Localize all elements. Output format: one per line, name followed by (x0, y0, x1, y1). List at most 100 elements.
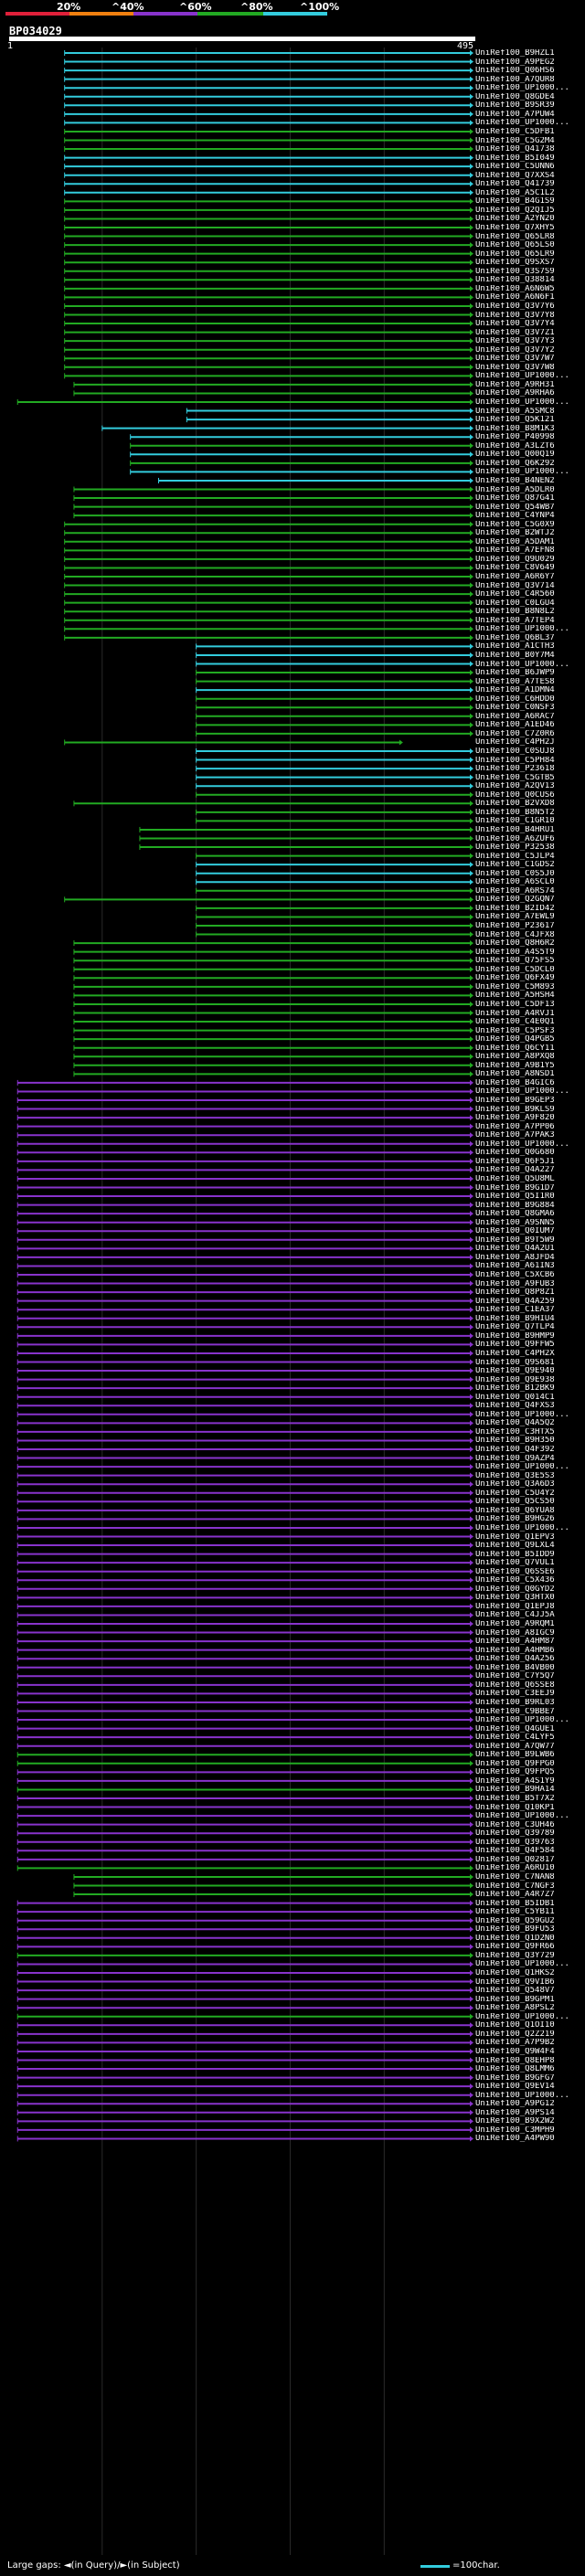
hit-end-arrow (470, 1228, 473, 1235)
legend-label-60: ^60% (179, 1, 212, 13)
hit-end-arrow (470, 1071, 473, 1077)
hit-end-arrow (470, 469, 473, 475)
hit-end-arrow (470, 1499, 473, 1505)
hit-end-arrow (470, 774, 473, 780)
hit-end-arrow (470, 2074, 473, 2081)
hit-end-arrow (470, 599, 473, 606)
hit-end-arrow (470, 260, 473, 266)
hit-end-arrow (470, 914, 473, 920)
hit-end-arrow (470, 85, 473, 91)
hit-end-arrow (470, 687, 473, 694)
hit-end-arrow (470, 2083, 473, 2090)
legend-label-100: ^100% (300, 1, 340, 13)
hit-end-arrow (470, 992, 473, 999)
hit-end-arrow (470, 1193, 473, 1200)
hit-end-arrow (470, 2066, 473, 2072)
hit-end-arrow (470, 1873, 473, 1880)
hit-end-arrow (470, 321, 473, 327)
hit-end-arrow (470, 1088, 473, 1095)
hit-end-arrow (470, 713, 473, 719)
hit-end-arrow (470, 730, 473, 737)
hit-end-arrow (470, 50, 473, 56)
hit-end-arrow (470, 695, 473, 702)
hit-end-arrow (470, 1507, 473, 1513)
query-start: 1 (7, 41, 14, 51)
hit-end-arrow (470, 1533, 473, 1540)
hit-end-arrow (470, 1184, 473, 1191)
hit-end-arrow (470, 958, 473, 964)
hit-end-arrow (470, 809, 473, 815)
hit-end-arrow (470, 346, 473, 353)
hit-end-arrow (470, 408, 473, 414)
hit-end-arrow (470, 146, 473, 153)
hit-end-arrow (470, 1926, 473, 1933)
hit-end-arrow (470, 1246, 473, 1252)
hit-end-arrow (470, 1211, 473, 1217)
hit-end-arrow (470, 1743, 473, 1749)
hit-end-arrow (470, 233, 473, 239)
hit-end-arrow (470, 1019, 473, 1025)
hit-end-arrow (470, 1403, 473, 1409)
hit-end-arrow (470, 1062, 473, 1068)
hit-end-arrow (470, 225, 473, 230)
hit-end-arrow (470, 2048, 473, 2054)
hit-end-arrow (470, 2030, 473, 2037)
hit-end-arrow (470, 2040, 473, 2046)
hit-end-arrow (470, 705, 473, 711)
hit-end-arrow (470, 1376, 473, 1383)
hit-end-arrow (470, 355, 473, 362)
hit-end-arrow (470, 128, 473, 134)
legend-label-20: 20% (57, 1, 81, 13)
hit-end-arrow (470, 1804, 473, 1810)
hit-end-arrow (470, 2109, 473, 2115)
hit-end-arrow (470, 1202, 473, 1208)
hit-end-arrow (470, 1524, 473, 1531)
hit-end-arrow (470, 1010, 473, 1016)
hit-end-arrow (470, 887, 473, 894)
hit-end-arrow (470, 451, 473, 458)
hit-end-arrow (470, 1961, 473, 1967)
hit-end-arrow (470, 381, 473, 387)
hit-end-arrow (470, 1447, 473, 1452)
legend-bar-red (5, 12, 69, 16)
hit-end-arrow (470, 844, 473, 851)
footer: Large gaps: ◄(in Query)/►(in Subject) =1… (0, 2557, 585, 2575)
hit-end-arrow (470, 93, 473, 100)
hit-end-arrow (470, 216, 473, 222)
hit-end-arrow (470, 1813, 473, 1819)
hit-end-arrow (470, 2022, 473, 2029)
hit-end-arrow (470, 312, 473, 318)
hit-end-arrow (470, 983, 473, 990)
hit-end-arrow (470, 538, 473, 545)
hit-end-arrow (470, 285, 473, 292)
hit-end-arrow (470, 1603, 473, 1609)
hit-end-arrow (470, 1359, 473, 1365)
hit-end-arrow (470, 940, 473, 947)
hit-end-arrow (470, 1254, 473, 1260)
hit-end-arrow (470, 120, 473, 126)
hit-end-arrow (470, 1638, 473, 1645)
hit-end-arrow (470, 879, 473, 885)
hit-end-arrow (470, 268, 473, 274)
hit-end-arrow (470, 442, 473, 449)
hit-end-arrow (470, 1681, 473, 1688)
hit-end-arrow (470, 277, 473, 283)
hit-end-arrow (470, 425, 473, 431)
hit-end-arrow (470, 1848, 473, 1854)
hit-end-arrow (470, 1079, 473, 1086)
hit-end-arrow (470, 1629, 473, 1636)
hit-end-arrow (470, 399, 473, 405)
hit-end-arrow (470, 1673, 473, 1680)
hit-end-arrow (470, 1341, 473, 1348)
hit-end-arrow (470, 1935, 473, 1941)
hit-end-arrow (470, 826, 473, 832)
hit-end-arrow (470, 678, 473, 684)
hit-end-arrow (470, 486, 473, 493)
hit-end-arrow (470, 1280, 473, 1287)
hit-end-arrow (470, 2126, 473, 2133)
hit-end-arrow (470, 1315, 473, 1321)
hit-end-arrow (470, 975, 473, 981)
hit-end-arrow (470, 513, 473, 519)
hit-end-arrow (470, 207, 473, 213)
hit-end-arrow (470, 1324, 473, 1330)
